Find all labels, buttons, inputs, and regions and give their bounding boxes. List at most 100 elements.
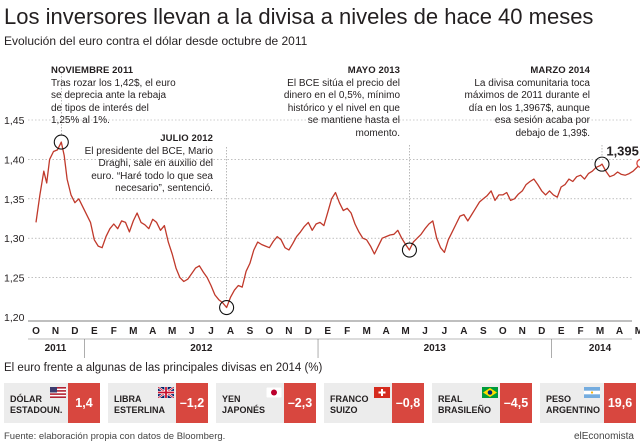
annotation-line: día en los 1,3967$, aunque: [468, 102, 590, 114]
currency-name: DÓLAR ESTADOUN.: [10, 394, 63, 415]
x-month-label: N: [285, 326, 292, 337]
y-tick-label: 1,35: [4, 194, 25, 206]
x-month-label: N: [519, 326, 526, 337]
currency-value: –0,8: [392, 383, 424, 423]
currency-card-gbp: LIBRA ESTERLINA –1,2: [108, 383, 208, 423]
x-month-label: E: [91, 326, 98, 337]
x-month-label: M: [596, 326, 604, 337]
y-tick-label: 1,20: [4, 312, 25, 324]
x-month-label: J: [422, 326, 428, 337]
x-month-label: A: [149, 326, 156, 337]
annotation-heading: MARZO 2014: [530, 65, 590, 76]
x-month-label: N: [52, 326, 59, 337]
us-flag-icon: [50, 387, 66, 398]
x-year-label: 2011: [45, 343, 67, 354]
x-year-label: 2014: [589, 343, 612, 354]
highlight-circle: [53, 134, 69, 150]
currency-value: 19,6: [604, 383, 636, 423]
currency-name: YEN JAPONÉS: [222, 394, 266, 415]
annotation-line: se deprecia ante la rebaja: [51, 90, 167, 101]
x-month-label: S: [480, 326, 487, 337]
x-month-label: E: [324, 326, 331, 337]
annotation-mar-2014: MARZO 2014 La divisa comunitaria toca má…: [440, 65, 590, 140]
x-month-label: M: [129, 326, 137, 337]
x-month-label: F: [344, 326, 350, 337]
y-tick-label: 1,40: [4, 154, 25, 166]
currency-name: PESO ARGENTINO: [546, 394, 600, 415]
x-month-label: O: [32, 326, 40, 337]
x-month-label: O: [266, 326, 274, 337]
x-month-label: A: [227, 326, 234, 337]
x-month-label: S: [247, 326, 254, 337]
annotation-line: de tipos de interés del: [51, 102, 149, 114]
x-month-label: F: [578, 326, 584, 337]
x-month-label: M: [168, 326, 176, 337]
highlight-circle: [219, 299, 235, 316]
x-month-label: D: [305, 326, 312, 337]
annotation-line: Tras rozar los 1,42$, el euro: [51, 77, 176, 89]
latest-value-marker: [636, 158, 640, 168]
currency-card-brl: REAL BRASILEÑO –4,5: [432, 383, 532, 423]
x-month-label: A: [382, 326, 389, 337]
uk-flag-icon: [158, 387, 174, 398]
annotation-line: histórico y el nivel en que: [287, 102, 400, 114]
annotation-line: dinero en el 0,5%, mínimo: [283, 90, 400, 101]
x-month-label: D: [71, 326, 78, 337]
currency-cards: DÓLAR ESTADOUN. 1,4 LIBRA ESTERLINA –1,2 Y…: [4, 383, 636, 423]
highlight-circle: [594, 156, 610, 172]
x-month-label: M: [401, 326, 409, 337]
source-note: Fuente: elaboración propia con datos de …: [4, 431, 226, 442]
x-month-label: A: [460, 326, 467, 337]
currency-value: –2,3: [284, 383, 316, 423]
currency-card-ars: PESO ARGENTINO 19,6: [540, 383, 636, 423]
annotation-line: esa sesión acaba por: [494, 115, 590, 126]
annotation-line: momento.: [355, 127, 400, 139]
brand-logo: elEconomista: [573, 431, 634, 442]
x-year-label: 2013: [424, 343, 447, 354]
japan-flag-icon: [266, 387, 282, 398]
annotation-line: necesario”, sentenció.: [115, 183, 213, 194]
x-year-label: 2012: [190, 343, 213, 354]
x-month-label: A: [616, 326, 623, 337]
annotation-nov-2011: NOVIEMBRE 2011 Tras rozar los 1,42$, el …: [51, 65, 176, 128]
euro-dollar-line: [35, 141, 640, 309]
y-tick-label: 1,25: [4, 273, 25, 285]
argentina-flag-icon: [584, 387, 600, 398]
annotation-line: euro. “Haré todo lo que sea: [91, 170, 213, 182]
brazil-flag-icon: [482, 387, 498, 398]
annotation-line: 1,25% al 1%.: [51, 115, 110, 126]
x-month-label: O: [499, 326, 507, 337]
x-month-label: J: [442, 326, 448, 337]
annotation-line: La divisa comunitaria toca: [474, 77, 590, 89]
annotation-line: El BCE sitúa el precio del: [287, 77, 400, 89]
currency-card-usd: DÓLAR ESTADOUN. 1,4: [4, 383, 100, 423]
currency-card-chf: FRANCO SUIZO –0,8: [324, 383, 424, 423]
currency-value: –4,5: [500, 383, 532, 423]
x-month-label: M: [362, 326, 370, 337]
y-tick-label: 1,45: [4, 115, 25, 127]
section-title: El euro frente a algunas de las principa…: [4, 362, 323, 374]
annotation-heading: NOVIEMBRE 2011: [51, 65, 134, 76]
annotation-line: debajo de 1,39$.: [515, 127, 590, 139]
currency-name: LIBRA ESTERLINA: [114, 394, 166, 415]
x-month-label: M: [635, 326, 640, 337]
swiss-flag-icon: [374, 387, 390, 398]
currency-name: REAL BRASILEÑO: [438, 394, 492, 415]
annotation-heading: JULIO 2012: [160, 133, 213, 144]
annotation-line: se mantiene hasta el: [307, 115, 400, 126]
y-tick-label: 1,30: [4, 233, 25, 245]
highlight-circle: [401, 242, 417, 258]
annotation-line: Draghi, sale en auxilio del: [98, 158, 213, 169]
annotation-line: máximos de 2011 durante el: [464, 90, 590, 101]
x-month-label: J: [189, 326, 195, 337]
currency-value: –1,2: [176, 383, 208, 423]
x-month-label: E: [558, 326, 565, 337]
annotation-may-2013: MAYO 2013 El BCE sitúa el precio del din…: [250, 65, 400, 140]
page-title: Los inversores llevan a la divisa a nive…: [4, 4, 594, 29]
x-month-label: J: [208, 326, 214, 337]
x-month-label: D: [538, 326, 545, 337]
x-month-label: F: [111, 326, 117, 337]
page-subtitle: Evolución del euro contra el dólar desde…: [4, 34, 308, 48]
currency-card-jpy: YEN JAPONÉS –2,3: [216, 383, 316, 423]
